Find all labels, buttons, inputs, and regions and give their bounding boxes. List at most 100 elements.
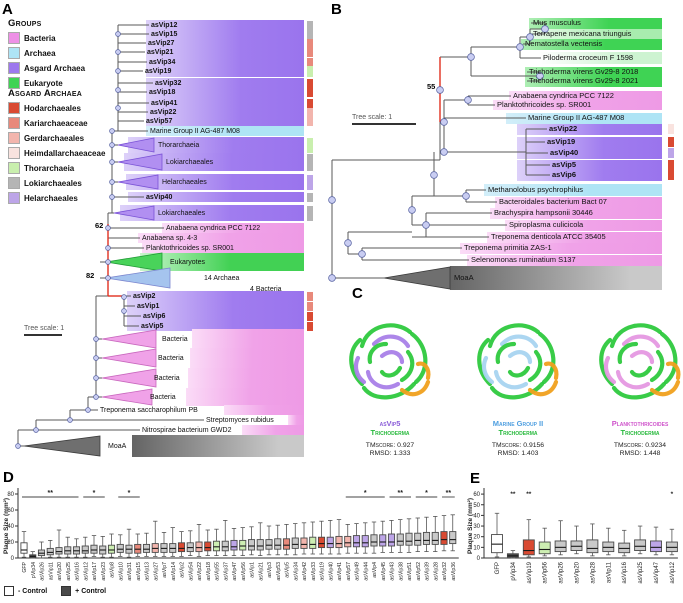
- collapsed-clade-triangle: [383, 266, 451, 290]
- y-axis-label: Plaque Size (mm²): [3, 498, 10, 554]
- internal-node-circle: [121, 294, 127, 300]
- category-label: asVip1: [250, 562, 256, 578]
- tree-tip-label: asVip41: [151, 99, 178, 107]
- tree-tip-label: Trichoderma virens Gv29-8 2021: [529, 76, 639, 86]
- box: [414, 532, 422, 546]
- category-label: asVip49: [355, 562, 361, 581]
- internal-node-circle: [109, 142, 115, 148]
- tree-tip-label: asVip19: [547, 137, 576, 147]
- internal-node-circle: [93, 355, 99, 361]
- collapsed-clade-triangle: [117, 137, 155, 153]
- tree-tip-label: asVip2: [133, 292, 156, 300]
- collapsed-clade-triangle: [101, 329, 157, 349]
- internal-node-circle: [105, 225, 111, 231]
- y-tick-label: 30: [473, 524, 480, 530]
- internal-node-circle: [115, 105, 121, 111]
- structure-partner-label: Trichoderma: [498, 428, 538, 438]
- tree-tip-label: Streptomyces rubidus: [206, 416, 274, 424]
- legend-item: Helarchaeales: [8, 192, 105, 204]
- clade-highlight-band: [242, 425, 304, 435]
- category-label: GFP: [22, 561, 28, 572]
- significance-stars: **: [526, 491, 532, 498]
- category-label: asVip16: [622, 561, 628, 583]
- lineage-strip: [307, 301, 313, 311]
- tree-tip-label: asVip6: [143, 312, 166, 320]
- structure-column: asVip5 Trichoderma TMscore: 0.927 RMSD: 1.3…: [335, 310, 445, 458]
- boxplot-d-legend: - Control + Control: [4, 586, 106, 596]
- protein-structure-overlay: [477, 323, 559, 400]
- y-tick-label: 80: [7, 492, 14, 498]
- lineage-strip: [668, 148, 674, 158]
- clade-highlight-band: [517, 136, 662, 148]
- box: [230, 539, 238, 551]
- internal-node-circle: [93, 375, 99, 381]
- category-label: asVip21: [258, 562, 264, 581]
- structure-name-label: Marine Group II: [492, 419, 544, 428]
- legend-color-swatch: [4, 586, 14, 596]
- y-axis-label: Plaque Size (mm²): [467, 498, 474, 554]
- legend-color-swatch: [8, 32, 20, 44]
- legend-label: Hodarchaeales: [24, 103, 81, 113]
- clade-highlight-band: [124, 153, 304, 171]
- category-label: asVip11: [606, 561, 612, 583]
- internal-node-circle: [93, 336, 99, 342]
- category-label: asVip25: [66, 562, 72, 581]
- significance-stars: **: [510, 491, 516, 498]
- tree-tip-label: Piloderma croceum F 1598: [543, 53, 634, 63]
- category-label: asVip5: [285, 562, 291, 578]
- legend-color-swatch: [8, 62, 20, 74]
- clade-highlight-band: [188, 368, 304, 388]
- tree-tip-label: 14 Archaea: [204, 274, 240, 282]
- legend-label: - Control: [18, 587, 48, 595]
- internal-node-circle: [440, 148, 448, 156]
- legend-item: Heimdallarchaeaceae: [8, 147, 105, 159]
- tmscore-value: TMscore: 0.927: [365, 441, 415, 449]
- tree-tip-label: Bacteria: [154, 374, 180, 382]
- box: [586, 539, 599, 554]
- tree-tip-label: asVip5: [552, 160, 577, 170]
- box: [204, 541, 212, 552]
- clade-highlight-band: [493, 100, 662, 110]
- box: [554, 540, 567, 553]
- clade-highlight-band: [484, 184, 662, 196]
- y-tick-label: 60: [473, 492, 480, 498]
- lineage-strip: [307, 107, 313, 117]
- category-label: asVip47: [232, 562, 238, 581]
- category-label: asVip47: [654, 561, 660, 583]
- tree-scale-a-label: Tree scale: 1: [24, 325, 65, 332]
- internal-node-circle: [462, 192, 470, 200]
- tree-tip-label: asVip15: [151, 30, 178, 38]
- box: [309, 536, 317, 549]
- tree-tip-label: Terrapene mexicana triunguis: [533, 29, 632, 39]
- category-label: asVip22: [197, 562, 203, 581]
- structure-partner-label: Trichoderma: [620, 428, 660, 438]
- lineage-strip: [307, 98, 313, 108]
- internal-node-circle: [109, 194, 115, 200]
- lineage-strip: [307, 47, 313, 57]
- y-tick-label: 10: [473, 545, 480, 551]
- tree-tip-label: asVip21: [147, 48, 174, 56]
- lineage-strip: [307, 20, 313, 30]
- legend-label: Gerdarchaeales: [24, 133, 85, 143]
- category-label: asVip8: [110, 562, 116, 578]
- tree-tip-label: Trichoderma virens Gv29-8 2018: [529, 67, 639, 77]
- rmsd-value: RMSD: 1.448: [619, 449, 661, 457]
- structure-name-label: asVip5: [379, 419, 401, 428]
- panel-c-label: C: [352, 285, 363, 302]
- category-label: asVip2: [180, 562, 186, 578]
- tree-tip-label: Thorarchaeia: [158, 141, 200, 149]
- clade-highlight-band: [529, 28, 662, 40]
- box: [379, 534, 387, 547]
- tree-scale-b: Tree scale: 1: [352, 114, 416, 125]
- box: [46, 547, 54, 556]
- lineage-strip: [307, 87, 313, 97]
- tree-tip-label: Treponema primitia ZAS-1: [464, 243, 552, 253]
- clade-highlight-band: [505, 219, 662, 231]
- collapsed-clade-triangle: [113, 205, 155, 221]
